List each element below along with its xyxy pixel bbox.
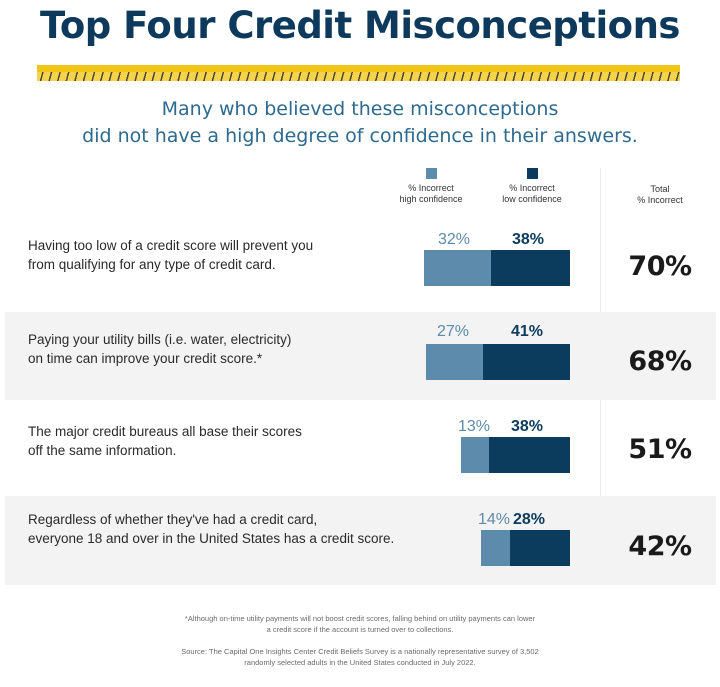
footnote-line-1: *Although on-time utility payments will …: [184, 614, 536, 623]
bar-segment-high: [461, 437, 489, 473]
bar-label-low: 38%: [511, 418, 544, 435]
total-header-line-2: % Incorrect: [637, 195, 683, 205]
bar-segment-low: [483, 344, 570, 380]
statement-line-1: Paying your utility bills (i.e. water, e…: [28, 332, 292, 347]
statement-line-2: from qualifying for any type of credit c…: [28, 257, 276, 272]
row-2: Paying your utility bills (i.e. water, e…: [5, 312, 716, 400]
bar-label-high: 32%: [438, 231, 471, 248]
bar-label-high: 13%: [458, 418, 491, 435]
bar-label-low: 28%: [513, 511, 546, 528]
bar-label-low: 41%: [511, 323, 544, 340]
total-percent: 51%: [628, 434, 692, 465]
bar-segment-low: [491, 250, 570, 286]
total-percent: 70%: [628, 251, 692, 282]
bar-label-high: 14%: [478, 511, 511, 528]
stacked-bar: [424, 250, 570, 286]
asterisk-footnote: *Although on-time utility payments will …: [100, 613, 620, 635]
statement: Paying your utility bills (i.e. water, e…: [28, 330, 291, 368]
total-percent: 42%: [628, 531, 692, 562]
legend-label-line-1: % Incorrect: [509, 183, 555, 193]
statement-line-1: Regardless of whether they've had a cred…: [28, 512, 318, 527]
source-line-1: Source: The Capital One Insights Center …: [181, 647, 539, 656]
total-percent: 68%: [628, 346, 692, 377]
subtitle-line-1: Many who believed these misconceptions: [161, 98, 559, 120]
source-line-2: randomly selected adults in the United S…: [244, 658, 476, 667]
statement-line-2: on time can improve your credit score.*: [28, 351, 263, 366]
row-1: Having too low of a credit score will pr…: [5, 214, 716, 312]
stacked-bar: [426, 344, 570, 380]
statement: The major credit bureaus all base their …: [28, 422, 302, 460]
bar-segment-low: [510, 530, 570, 566]
statement: Regardless of whether they've had a cred…: [28, 510, 394, 548]
bar-label-low: 38%: [512, 231, 545, 248]
bar-label-high: 27%: [437, 323, 470, 340]
statement: Having too low of a credit score will pr…: [28, 236, 313, 274]
legend-swatch-dark-icon: [526, 168, 538, 179]
footnote-line-2: a credit score if the account is turned …: [266, 625, 454, 634]
statement-line-1: Having too low of a credit score will pr…: [28, 238, 314, 253]
total-header-line-1: Total: [650, 184, 670, 194]
chart-title: Top Four Credit Misconceptions: [40, 4, 680, 47]
legend-low-confidence: % Incorrect low confidence: [472, 168, 592, 205]
statement-line-2: everyone 18 and over in the United State…: [28, 531, 395, 546]
bar-segment-high: [424, 250, 491, 286]
statement-line-2: off the same information.: [28, 443, 177, 458]
row-3: The major credit bureaus all base their …: [5, 400, 716, 496]
source-note: Source: The Capital One Insights Center …: [100, 646, 620, 668]
bar-segment-high: [481, 530, 510, 566]
subtitle-line-2: did not have a high degree of confidence…: [82, 125, 638, 147]
legend-total-incorrect: Total % Incorrect: [610, 184, 710, 206]
stacked-bar: [481, 530, 570, 566]
bar-segment-high: [426, 344, 483, 380]
stacked-bar: [461, 437, 570, 473]
legend-label-line-2: low confidence: [502, 194, 562, 204]
legend-swatch-light-icon: [425, 168, 437, 179]
row-4: Regardless of whether they've had a cred…: [5, 496, 716, 585]
legend-high-confidence: % Incorrect high confidence: [371, 168, 491, 205]
legend-label-line-2: high confidence: [399, 194, 463, 204]
subtitle: Many who believed these misconceptions d…: [0, 96, 720, 150]
legend-label-line-1: % Incorrect: [408, 183, 454, 193]
statement-line-1: The major credit bureaus all base their …: [28, 424, 302, 439]
yellow-hatch-divider: [37, 65, 680, 81]
bar-segment-low: [489, 437, 570, 473]
